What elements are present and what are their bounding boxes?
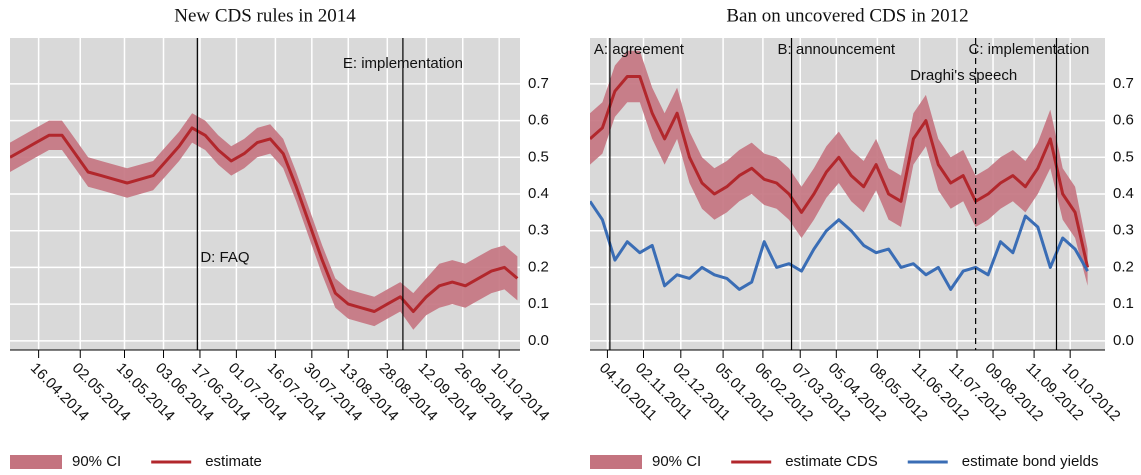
legend-label: estimate bond yields (962, 453, 1099, 470)
y-tick-label: 0.2 (1113, 258, 1134, 275)
y-tick-label: 0.4 (528, 185, 549, 202)
ci-band (10, 113, 518, 330)
chart-title: Ban on uncovered CDS in 2012 (726, 5, 968, 26)
y-tick-label: 0.4 (1113, 185, 1134, 202)
estimate-line (590, 75, 1090, 268)
y-tick-label: 0.6 (1113, 112, 1134, 129)
estimate-line (590, 200, 1089, 291)
y-tick-label: 0.2 (528, 258, 549, 275)
panel: New CDS rules in 201416.04.201402.05.201… (10, 5, 553, 470)
y-tick-label: 0.1 (528, 295, 549, 312)
y-tick-label: 0.5 (1113, 148, 1134, 165)
legend-label: estimate (205, 453, 262, 470)
legend-swatch (590, 455, 642, 469)
event-label: C: implementation (968, 41, 1089, 58)
legend-label: estimate CDS (785, 453, 878, 470)
event-label: B: announcement (778, 41, 896, 58)
legend-label: 90% CI (652, 453, 701, 470)
event-label: E: implementation (343, 55, 463, 72)
y-tick-label: 0.6 (528, 112, 549, 129)
estimate-line (10, 126, 519, 313)
y-tick-label: 0.7 (1113, 75, 1134, 92)
event-label: A: agreement (594, 41, 685, 58)
chart-title: New CDS rules in 2014 (174, 5, 356, 26)
event-label: D: FAQ (200, 249, 249, 266)
legend-swatch (10, 455, 62, 469)
y-tick-label: 0.3 (528, 222, 549, 239)
legend-label: 90% CI (72, 453, 121, 470)
y-tick-label: 0.0 (528, 332, 549, 349)
y-tick-label: 0.5 (528, 148, 549, 165)
y-tick-label: 0.0 (1113, 332, 1134, 349)
y-tick-label: 0.3 (1113, 222, 1134, 239)
panel: Ban on uncovered CDS in 201204.10.201102… (590, 5, 1134, 470)
y-tick-label: 0.1 (1113, 295, 1134, 312)
plot-marks (590, 50, 1090, 291)
y-tick-label: 0.7 (528, 75, 549, 92)
ci-band (590, 50, 1088, 286)
plot-marks (10, 113, 519, 330)
event-label: Draghi's speech (910, 67, 1017, 84)
